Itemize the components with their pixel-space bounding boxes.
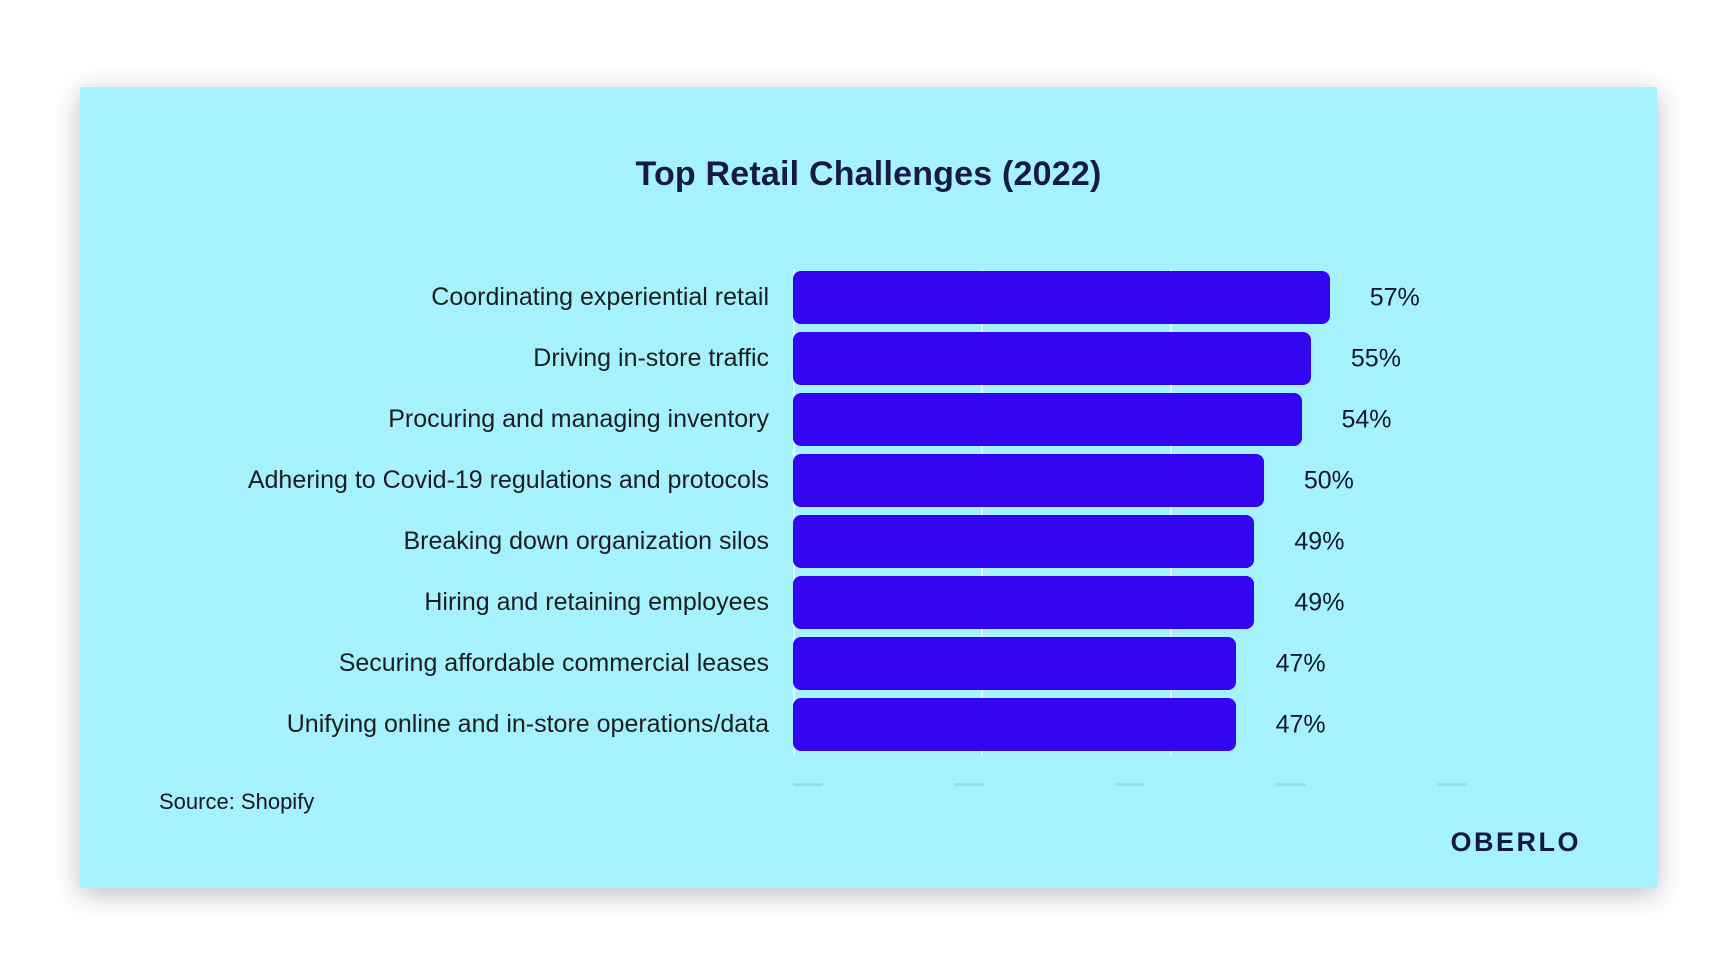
bar-row: Hiring and retaining employees 49% <box>80 572 1657 633</box>
tick-mark <box>954 783 984 786</box>
bar-track: 47% <box>793 637 1358 690</box>
category-label: Hiring and retaining employees <box>424 588 769 616</box>
gridline <box>1169 269 1172 755</box>
chart-title: Top Retail Challenges (2022) <box>635 155 1102 193</box>
bar <box>793 271 1330 324</box>
category-label: Procuring and managing inventory <box>388 405 769 433</box>
gridline <box>981 269 984 755</box>
bar-track: 49% <box>793 515 1358 568</box>
bar <box>793 393 1302 446</box>
source-note: Source: Shopify <box>159 789 315 814</box>
bar-row: Driving in-store traffic 55% <box>80 328 1657 389</box>
category-label: Adhering to Covid-19 regulations and pro… <box>247 466 769 494</box>
category-label: Unifying online and in-store operations/… <box>286 710 769 738</box>
bar-track: 54% <box>793 393 1392 446</box>
bar-track: 57% <box>793 271 1420 324</box>
category-label: Driving in-store traffic <box>533 344 769 372</box>
bar-track: 50% <box>793 454 1358 507</box>
bar-chart: Coordinating experiential retail 57% Drivi… <box>80 267 1657 827</box>
bar-row: Unifying online and in-store operations/… <box>80 694 1657 755</box>
category-label: Coordinating experiential retail <box>431 283 769 311</box>
bar-row: Procuring and managing inventory 54% <box>80 389 1657 450</box>
value-label: 47% <box>1275 710 1326 738</box>
value-label: 50% <box>1303 466 1354 494</box>
value-label: 55% <box>1350 344 1401 372</box>
bar <box>793 637 1236 690</box>
bar-track: 55% <box>793 332 1401 385</box>
value-label: 49% <box>1294 588 1345 616</box>
bar <box>793 576 1255 629</box>
gridlines <box>793 269 1358 755</box>
value-label: 54% <box>1341 405 1392 433</box>
tick-mark <box>1115 783 1145 786</box>
value-label: 57% <box>1369 283 1420 311</box>
bar-row: Adhering to Covid-19 regulations and pro… <box>80 450 1657 511</box>
bar-row: Coordinating experiential retail 57% <box>80 267 1657 328</box>
tick-mark <box>793 783 823 786</box>
tick-mark <box>1276 783 1306 786</box>
oberlo-logo: OBERLO <box>1450 827 1581 857</box>
bar-row: Breaking down organization silos 49% <box>80 511 1657 572</box>
chart-card: Top Retail Challenges (2022) Coordinatin… <box>80 87 1657 888</box>
gridline <box>793 269 795 755</box>
bar <box>793 332 1311 385</box>
axis-tick-marks <box>793 783 1493 789</box>
bar <box>793 698 1236 751</box>
bar <box>793 454 1264 507</box>
category-label: Breaking down organization silos <box>403 527 770 555</box>
tick-mark <box>1437 783 1467 786</box>
bar-rows: Coordinating experiential retail 57% Drivi… <box>80 267 1657 755</box>
value-label: 47% <box>1275 649 1326 677</box>
category-label: Securing affordable commercial leases <box>338 649 769 677</box>
bar <box>793 515 1255 568</box>
bar-track: 47% <box>793 698 1358 751</box>
bar-track: 49% <box>793 576 1358 629</box>
bar-row: Securing affordable commercial leases 47% <box>80 633 1657 694</box>
value-label: 49% <box>1294 527 1345 555</box>
